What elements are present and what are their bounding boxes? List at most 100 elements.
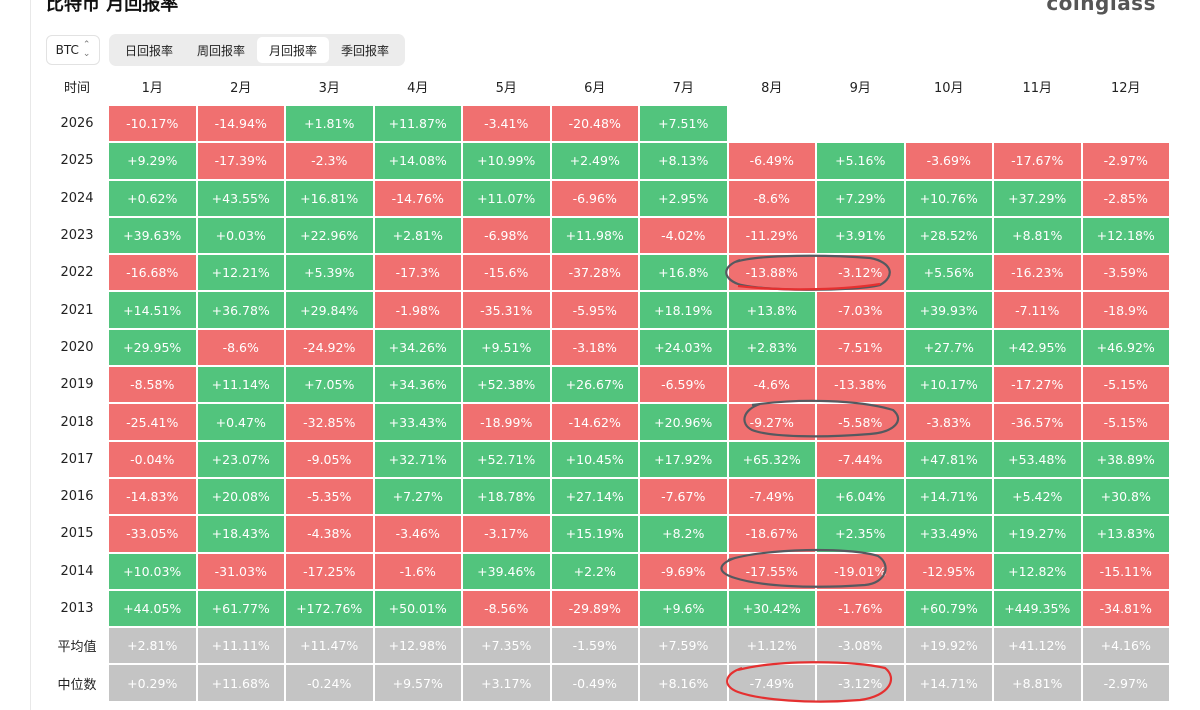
return-cell: -3.12% — [817, 665, 904, 701]
year-label: 2024 — [60, 190, 94, 206]
return-cell: -6.98% — [463, 217, 550, 254]
return-cell: -8.6% — [728, 180, 815, 216]
period-tabs: 日回报率 周回报率 月回报率 季回报率 — [109, 34, 406, 66]
return-cell: +5.42% — [994, 478, 1081, 515]
table-row: 2014 +10.03% -31.03% -17.25% -1.6% +39.46% +2.… — [47, 553, 1169, 589]
return-cell: +8.13% — [640, 143, 727, 179]
return-cell: +11.47% — [286, 628, 373, 664]
return-cell: -8.6% — [197, 329, 284, 366]
return-cell: +10.99% — [463, 143, 550, 179]
year-label: 2013 — [60, 601, 94, 616]
table-row: 2018 -25.41% +0.47% -32.85% +33.43% -18.99% -1… — [47, 404, 1169, 440]
return-cell: -17.27% — [994, 367, 1081, 403]
return-cell: +34.36% — [374, 367, 461, 403]
return-cell: -14.83% — [109, 478, 196, 515]
return-cell: -2.85% — [1082, 180, 1169, 216]
return-cell: +39.63% — [109, 217, 196, 254]
return-cell: +16.81% — [286, 180, 373, 216]
tab-quarterly-return[interactable]: 季回报率 — [341, 43, 390, 58]
return-cell: -37.28% — [551, 255, 638, 291]
return-cell: +27.7% — [905, 329, 992, 366]
tab-weekly-return[interactable]: 周回报率 — [197, 43, 246, 58]
return-cell: +10.03% — [109, 553, 196, 589]
return-cell: +26.67% — [551, 367, 638, 403]
return-cell: -1.59% — [551, 628, 638, 664]
return-cell: -12.95% — [905, 553, 992, 589]
return-cell: +0.47% — [197, 404, 284, 440]
return-cell: -1.98% — [374, 292, 461, 328]
return-cell: -2.97% — [1082, 143, 1169, 179]
return-cell: +24.03% — [640, 329, 727, 366]
return-cell — [817, 106, 904, 141]
return-cell: +28.52% — [905, 217, 992, 254]
return-cell: +9.29% — [109, 143, 196, 179]
table-row: 2016 -14.83% +20.08% -5.35% +7.27% +18.78% +27… — [47, 478, 1169, 515]
table-row: 2015 -33.05% +18.43% -4.38% -3.46% -3.17% +15.… — [47, 516, 1169, 552]
return-cell: -0.49% — [551, 665, 638, 701]
return-cell: +19.92% — [905, 628, 992, 664]
year-label: 2025 — [60, 153, 94, 169]
return-cell: +50.01% — [374, 590, 461, 627]
return-cell: +11.87% — [374, 106, 461, 142]
return-cell: -4.02% — [640, 217, 727, 254]
return-cell: -3.08% — [817, 628, 904, 664]
stat-row: 平均值 +2.81% +11.11% +11.47% +12.98% +7.35% -1.5… — [47, 628, 1169, 664]
return-cell: -17.55% — [728, 553, 815, 589]
return-cell: +41.12% — [994, 628, 1081, 664]
table-row: 2019 -8.58% +11.14% +7.05% +34.36% +52.38% +26… — [47, 367, 1169, 403]
return-cell: -3.69% — [905, 143, 992, 179]
return-cell — [906, 106, 993, 141]
return-cell: +5.39% — [286, 255, 373, 291]
return-cell — [729, 106, 816, 141]
return-cell: -17.25% — [286, 553, 373, 589]
return-cell: +36.78% — [197, 292, 284, 328]
return-cell: +18.78% — [463, 478, 550, 515]
return-cell: -5.35% — [286, 478, 373, 515]
return-cell: -25.41% — [109, 404, 196, 440]
return-cell: +12.21% — [197, 255, 284, 291]
return-cell: +4.16% — [1082, 628, 1169, 664]
tab-daily-return[interactable]: 日回报率 — [125, 43, 174, 58]
return-cell: +10.17% — [905, 367, 992, 403]
return-cell: +13.83% — [1082, 516, 1169, 552]
return-cell: +2.83% — [728, 329, 815, 366]
monthly-returns-table: 时间 1月 2月 3月 4月 5月 6月 7月 8月 9月 10月 11月 12月 2026 -10.17… — [45, 67, 1171, 703]
year-label: 2021 — [60, 302, 94, 318]
return-cell: -18.67% — [728, 516, 815, 552]
return-cell: -14.62% — [551, 404, 638, 440]
return-cell: -5.95% — [551, 292, 638, 328]
return-cell: +11.14% — [197, 367, 284, 403]
return-cell: +7.29% — [817, 180, 904, 216]
return-cell — [994, 106, 1081, 141]
return-cell: +16.8% — [640, 255, 727, 291]
tab-monthly-return[interactable]: 月回报率 — [257, 37, 330, 63]
return-cell: -1.6% — [374, 553, 461, 589]
asset-select[interactable]: BTC ⌃ ⌄ — [46, 35, 100, 65]
return-cell: +39.46% — [463, 553, 550, 589]
asset-select-value: BTC — [55, 43, 79, 57]
column-header-month: 10月 — [933, 81, 964, 96]
return-cell: -32.85% — [286, 404, 373, 440]
return-cell: -11.29% — [728, 217, 815, 254]
return-cell: +2.49% — [551, 143, 638, 179]
return-cell: -14.94% — [197, 106, 284, 142]
return-cell: -3.41% — [463, 106, 550, 142]
page-title: 比特币 月回报率 — [46, 0, 179, 15]
return-cell: +60.79% — [905, 590, 992, 627]
return-cell: +27.14% — [551, 478, 638, 515]
return-cell: -6.59% — [640, 367, 727, 403]
return-cell: +1.12% — [728, 628, 815, 664]
return-cell: +8.16% — [640, 665, 727, 701]
return-cell: +46.92% — [1082, 329, 1169, 366]
return-cell: +37.29% — [994, 180, 1081, 216]
return-cell: +12.82% — [994, 553, 1081, 589]
return-cell: -7.49% — [728, 665, 815, 701]
column-header-month: 12月 — [1110, 81, 1141, 96]
return-cell — [1083, 106, 1170, 141]
return-cell: +14.71% — [905, 665, 992, 701]
return-cell: -3.46% — [374, 516, 461, 552]
return-cell: -2.97% — [1082, 665, 1169, 701]
return-cell: -18.99% — [463, 404, 550, 440]
return-cell: -7.67% — [640, 478, 727, 515]
return-cell: -0.04% — [109, 441, 196, 477]
